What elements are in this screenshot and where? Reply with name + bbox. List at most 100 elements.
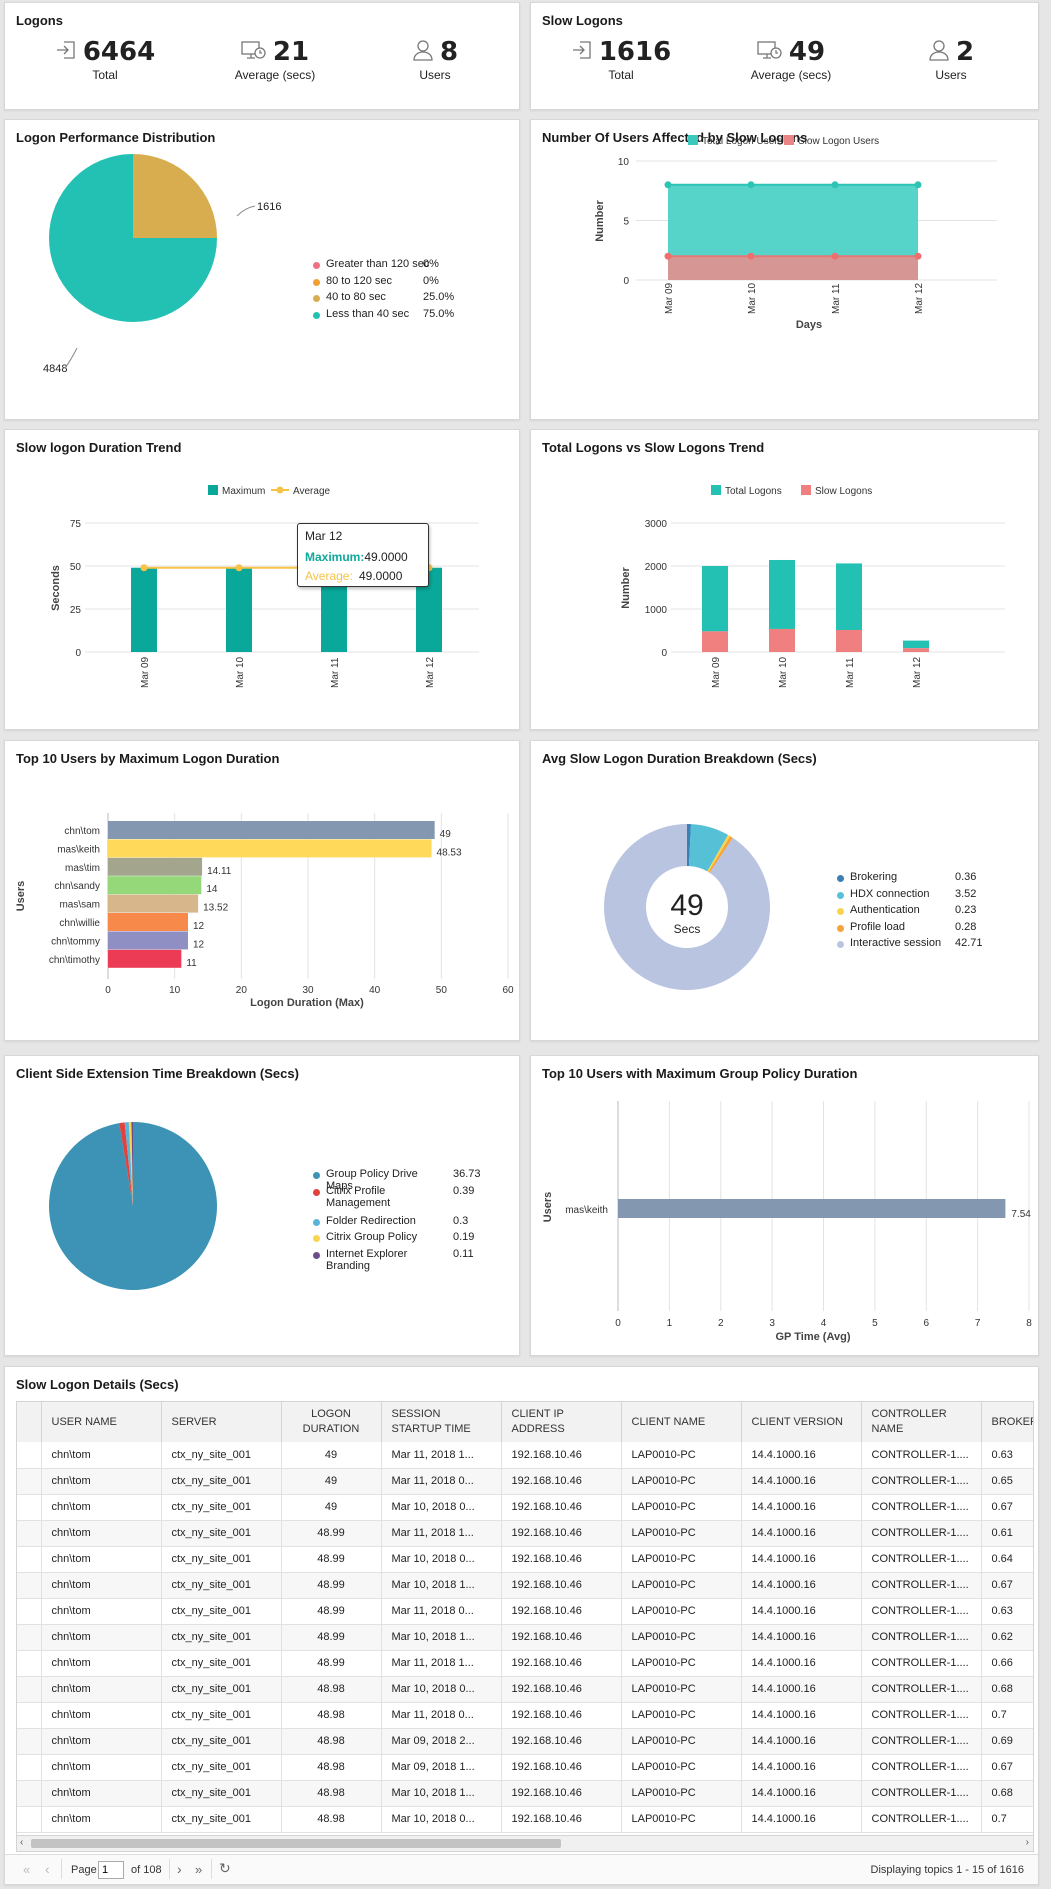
scroll-left-icon[interactable]: ‹ bbox=[20, 1837, 24, 1848]
legend-item[interactable]: Less than 40 sec 75.0% bbox=[313, 308, 513, 325]
column-header[interactable]: BROKER bbox=[981, 1402, 1033, 1442]
legend-label: Maximum bbox=[222, 486, 265, 497]
legend-item[interactable]: Profile load 0.28 bbox=[837, 921, 1037, 938]
page-input[interactable] bbox=[98, 1861, 124, 1879]
legend-item[interactable]: Authentication 0.23 bbox=[837, 904, 1037, 921]
user-icon bbox=[928, 39, 950, 66]
next-page-icon[interactable]: › bbox=[177, 1861, 182, 1877]
legend-item[interactable]: Group Policy Drive Maps 36.73 bbox=[313, 1168, 513, 1192]
legend-item[interactable]: Citrix Group Policy 0.19 bbox=[313, 1231, 513, 1248]
table-row[interactable]: chn\tom ctx_ny_site_001 48.98 Mar 10, 2018 … bbox=[17, 1806, 1033, 1833]
prev-page-icon[interactable]: ‹ bbox=[45, 1861, 50, 1877]
legend-item[interactable]: 80 to 120 sec 0% bbox=[313, 275, 513, 292]
row-select-cell[interactable] bbox=[17, 1624, 42, 1651]
table-cell: Mar 11, 2018 1... bbox=[381, 1520, 502, 1547]
legend-value: 0.28 bbox=[955, 920, 977, 933]
column-header[interactable]: CONTROLLER NAME bbox=[861, 1402, 982, 1442]
table-row[interactable]: chn\tom ctx_ny_site_001 48.98 Mar 09, 2018 … bbox=[17, 1754, 1033, 1781]
legend-item[interactable]: HDX connection 3.52 bbox=[837, 888, 1037, 905]
row-select-cell[interactable] bbox=[17, 1494, 42, 1521]
bar bbox=[108, 839, 432, 858]
table-cell: ctx_ny_site_001 bbox=[161, 1442, 282, 1469]
column-header[interactable]: SERVER bbox=[161, 1402, 282, 1442]
row-select-cell[interactable] bbox=[17, 1468, 42, 1495]
donut-center-unit: Secs bbox=[674, 922, 701, 936]
column-header[interactable]: LOGON DURATION bbox=[281, 1402, 382, 1442]
x-tick-label: 0 bbox=[105, 985, 111, 996]
legend-value: 0.3 bbox=[453, 1214, 469, 1227]
legend-item[interactable]: Internet Explorer Branding 0.11 bbox=[313, 1248, 513, 1278]
table-row[interactable]: chn\tom ctx_ny_site_001 48.98 Mar 11, 2018 … bbox=[17, 1702, 1033, 1729]
legend-item[interactable]: Greater than 120 sec 0% bbox=[313, 258, 513, 275]
legend-swatch-icon bbox=[711, 485, 721, 495]
row-select-cell[interactable] bbox=[17, 1520, 42, 1547]
table-cell: LAP0010-PC bbox=[621, 1702, 742, 1729]
row-select-cell[interactable] bbox=[17, 1702, 42, 1729]
table-cell: LAP0010-PC bbox=[621, 1494, 742, 1521]
table-cell: 14.4.1000.16 bbox=[741, 1780, 862, 1807]
column-header[interactable]: CLIENT IP ADDRESS bbox=[501, 1402, 622, 1442]
page-count: of 108 bbox=[131, 1864, 162, 1876]
tooltip-avg-label: Average: bbox=[305, 569, 353, 583]
last-page-icon[interactable]: » bbox=[195, 1862, 203, 1877]
row-select-cell[interactable] bbox=[17, 1780, 42, 1807]
data-label: 14 bbox=[206, 884, 218, 895]
legend-item[interactable]: Folder Redirection 0.3 bbox=[313, 1215, 513, 1232]
table-cell: LAP0010-PC bbox=[621, 1624, 742, 1651]
table-row[interactable]: chn\tom ctx_ny_site_001 49 Mar 11, 2018 1..… bbox=[17, 1442, 1033, 1469]
horizontal-scrollbar[interactable]: ‹ › bbox=[16, 1836, 1034, 1852]
row-select-cell[interactable] bbox=[17, 1442, 42, 1469]
table-row[interactable]: chn\tom ctx_ny_site_001 48.99 Mar 11, 2018 … bbox=[17, 1598, 1033, 1625]
row-select-cell[interactable] bbox=[17, 1572, 42, 1599]
table-cell: 192.168.10.46 bbox=[501, 1520, 622, 1547]
column-header[interactable]: SESSION STARTUP TIME bbox=[381, 1402, 502, 1442]
row-select-cell[interactable] bbox=[17, 1598, 42, 1625]
legend-swatch-icon bbox=[801, 485, 811, 495]
row-select-cell[interactable] bbox=[17, 1728, 42, 1755]
column-header[interactable]: CLIENT VERSION bbox=[741, 1402, 862, 1442]
table-row[interactable]: chn\tom ctx_ny_site_001 49 Mar 11, 2018 0..… bbox=[17, 1468, 1033, 1495]
legend-value: 25.0% bbox=[423, 291, 455, 303]
table-cell: Mar 10, 2018 0... bbox=[381, 1676, 502, 1703]
column-header[interactable]: CLIENT NAME bbox=[621, 1402, 742, 1442]
row-select-cell[interactable] bbox=[17, 1546, 42, 1573]
scroll-thumb[interactable] bbox=[31, 1839, 561, 1848]
table-row[interactable]: chn\tom ctx_ny_site_001 48.99 Mar 10, 2018 … bbox=[17, 1624, 1033, 1651]
row-select-cell[interactable] bbox=[17, 1754, 42, 1781]
table-row[interactable]: chn\tom ctx_ny_site_001 49 Mar 10, 2018 0..… bbox=[17, 1494, 1033, 1521]
legend-item[interactable]: Interactive session 42.71 bbox=[837, 937, 1037, 954]
x-tick-label: 6 bbox=[923, 1318, 929, 1329]
panel-title: Client Side Extension Time Breakdown (Se… bbox=[16, 1066, 299, 1081]
table-row[interactable]: chn\tom ctx_ny_site_001 48.98 Mar 10, 2018 … bbox=[17, 1780, 1033, 1807]
pie-slice bbox=[133, 154, 217, 238]
column-header[interactable]: USER NAME bbox=[41, 1402, 162, 1442]
legend-item[interactable]: Citrix Profile Management 0.39 bbox=[313, 1185, 513, 1215]
first-page-icon[interactable]: « bbox=[23, 1862, 31, 1877]
legend-item[interactable]: 40 to 80 sec 25.0% bbox=[313, 291, 513, 308]
series-area-slow bbox=[668, 256, 918, 280]
table-row[interactable]: chn\tom ctx_ny_site_001 48.98 Mar 09, 2018 … bbox=[17, 1728, 1033, 1755]
y-tick-label: 3000 bbox=[645, 519, 668, 530]
row-select-cell[interactable] bbox=[17, 1806, 42, 1833]
table-row[interactable]: chn\tom ctx_ny_site_001 48.99 Mar 10, 2018 … bbox=[17, 1572, 1033, 1599]
table-row[interactable]: chn\tom ctx_ny_site_001 48.98 Mar 10, 2018 … bbox=[17, 1676, 1033, 1703]
refresh-icon[interactable]: ↻ bbox=[219, 1860, 231, 1876]
table-row[interactable]: chn\tom ctx_ny_site_001 48.99 Mar 11, 2018 … bbox=[17, 1650, 1033, 1677]
row-select-cell[interactable] bbox=[17, 1676, 42, 1703]
table-cell: Mar 11, 2018 0... bbox=[381, 1468, 502, 1495]
row-select-cell[interactable] bbox=[17, 1650, 42, 1677]
legend-dot-icon bbox=[837, 908, 844, 915]
table-cell: chn\tom bbox=[41, 1676, 162, 1703]
slow-total-label: Total bbox=[608, 68, 634, 82]
table-cell: Mar 10, 2018 0... bbox=[381, 1546, 502, 1573]
table-cell: Mar 11, 2018 1... bbox=[381, 1650, 502, 1677]
scroll-right-icon[interactable]: › bbox=[1025, 1837, 1029, 1848]
legend-item[interactable]: Brokering 0.36 bbox=[837, 871, 1037, 888]
cse-panel: Client Side Extension Time Breakdown (Se… bbox=[4, 1055, 520, 1356]
table-row[interactable]: chn\tom ctx_ny_site_001 48.99 Mar 11, 2018 … bbox=[17, 1520, 1033, 1547]
table-cell: 192.168.10.46 bbox=[501, 1494, 622, 1521]
table-row[interactable]: chn\tom ctx_ny_site_001 48.99 Mar 10, 2018 … bbox=[17, 1546, 1033, 1573]
table-cell: 192.168.10.46 bbox=[501, 1702, 622, 1729]
x-tick-label: 20 bbox=[236, 985, 248, 996]
x-tick-label: Mar 10 bbox=[235, 656, 246, 688]
